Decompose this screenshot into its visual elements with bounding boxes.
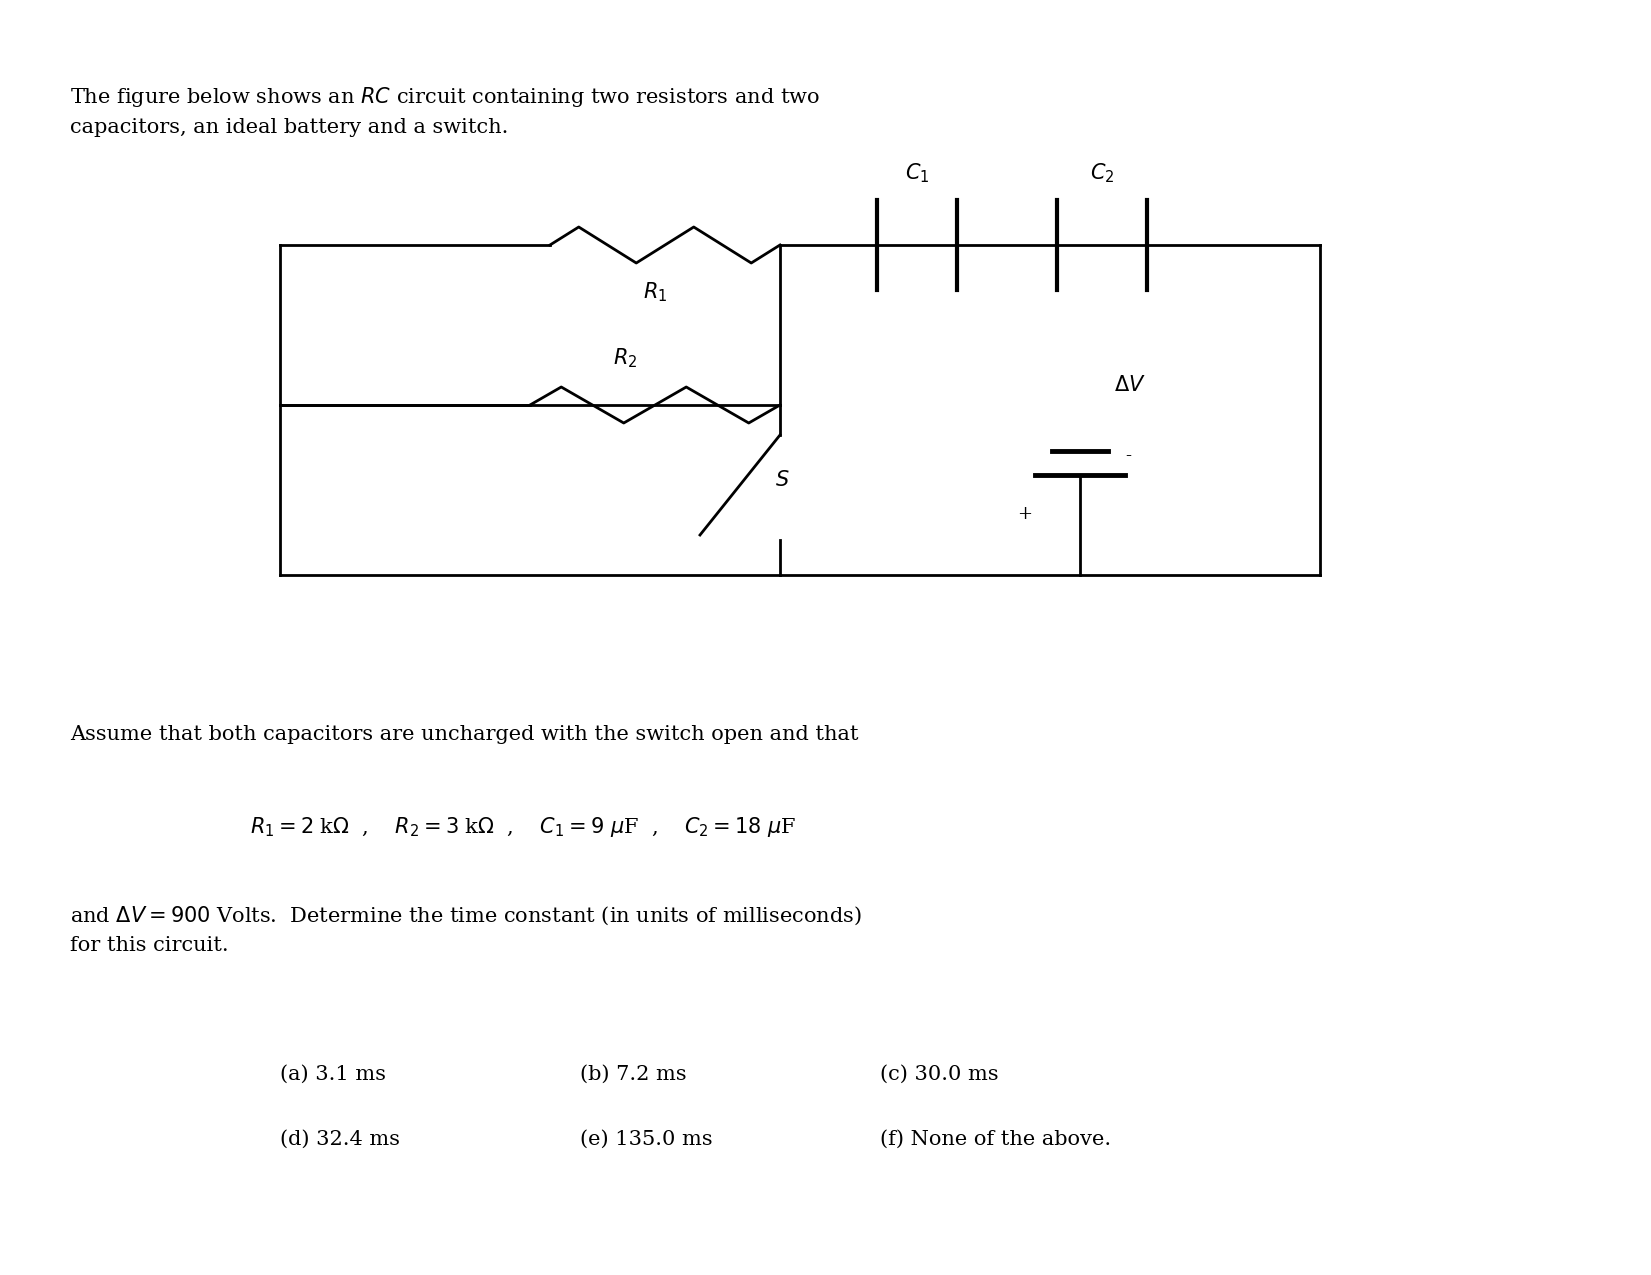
Text: $R_2$: $R_2$ xyxy=(613,347,637,370)
Text: $R_1 = 2$ k$\Omega$  ,    $R_2 = 3$ k$\Omega$  ,    $C_1 = 9$ $\mu$F  ,    $C_2 : $R_1 = 2$ k$\Omega$ , $R_2 = 3$ k$\Omega… xyxy=(249,815,796,839)
Text: Assume that both capacitors are uncharged with the switch open and that: Assume that both capacitors are uncharge… xyxy=(69,725,859,745)
Text: $R_1$: $R_1$ xyxy=(642,280,667,303)
Text: $\Delta V$: $\Delta V$ xyxy=(1114,375,1146,395)
Text: The figure below shows an $RC$ circuit containing two resistors and two
capacito: The figure below shows an $RC$ circuit c… xyxy=(69,85,821,136)
Text: (c) 30.0 ms: (c) 30.0 ms xyxy=(880,1065,999,1084)
Text: (e) 135.0 ms: (e) 135.0 ms xyxy=(580,1130,713,1149)
Text: +: + xyxy=(1017,505,1032,523)
Text: and $\Delta V = 900$ Volts.  Determine the time constant (in units of millisecon: and $\Delta V = 900$ Volts. Determine th… xyxy=(69,905,862,955)
Text: (b) 7.2 ms: (b) 7.2 ms xyxy=(580,1065,687,1084)
Text: (a) 3.1 ms: (a) 3.1 ms xyxy=(281,1065,386,1084)
Text: $C_1$: $C_1$ xyxy=(905,162,930,185)
Text: (f) None of the above.: (f) None of the above. xyxy=(880,1130,1111,1149)
Text: $S$: $S$ xyxy=(774,470,789,490)
Text: -: - xyxy=(1124,448,1131,465)
Text: (d) 32.4 ms: (d) 32.4 ms xyxy=(281,1130,400,1149)
Text: $C_2$: $C_2$ xyxy=(1090,162,1114,185)
